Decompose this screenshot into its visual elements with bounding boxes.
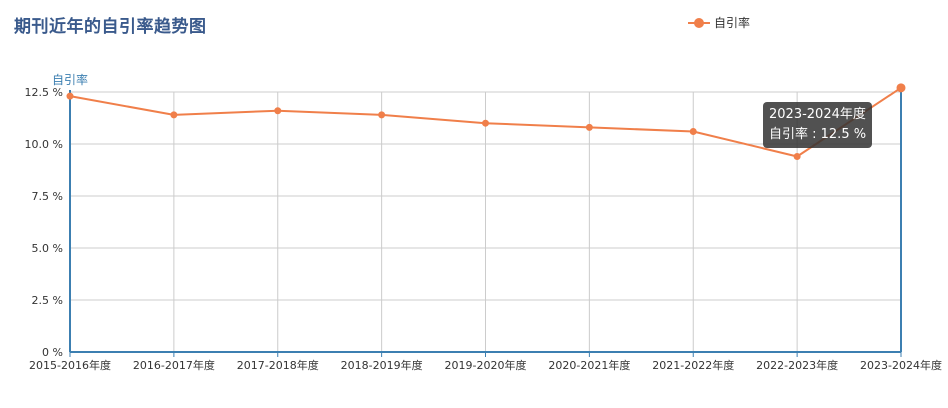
data-point [793, 152, 801, 160]
x-tick-label: 2017-2018年度 [237, 358, 319, 372]
data-point [896, 83, 906, 93]
x-tick-label: 2021-2022年度 [652, 358, 734, 372]
x-tick-label: 2019-2020年度 [445, 358, 527, 372]
data-point [170, 111, 178, 119]
tooltip-category: 2023-2024年度 [769, 107, 866, 122]
data-point [482, 119, 489, 127]
x-tick-label: 2020-2021年度 [548, 358, 630, 372]
data-point [66, 92, 74, 100]
x-tick-label: 2023-2024年度 [860, 358, 942, 372]
legend-line-marker-icon [688, 16, 710, 30]
y-tick-label: 5.0 % [32, 242, 63, 255]
data-point [689, 128, 697, 136]
y-axis-title: 自引率 [52, 72, 88, 87]
y-tick-label: 7.5 % [32, 190, 63, 203]
x-tick-label: 2015-2016年度 [29, 358, 111, 372]
chart-title: 期刊近年的自引率趋势图 [14, 17, 207, 37]
data-point [585, 123, 593, 131]
data-point [274, 107, 282, 115]
legend-label: 自引率 [714, 16, 751, 30]
tooltip: 2023-2024年度 自引率 : 12.5 % [763, 102, 873, 148]
tooltip-value: 自引率 : 12.5 % [769, 127, 867, 142]
y-tick-label: 2.5 % [32, 294, 63, 307]
y-tick-label: 12.5 % [25, 86, 63, 99]
x-tick-label: 2016-2017年度 [133, 358, 215, 372]
data-point [378, 111, 386, 119]
y-tick-label: 0 % [42, 346, 63, 359]
x-tick-label: 2022-2023年度 [756, 358, 838, 372]
x-tick-label: 2018-2019年度 [341, 358, 423, 372]
legend[interactable]: 自引率 [688, 14, 750, 31]
y-tick-label: 10.0 % [25, 138, 63, 151]
